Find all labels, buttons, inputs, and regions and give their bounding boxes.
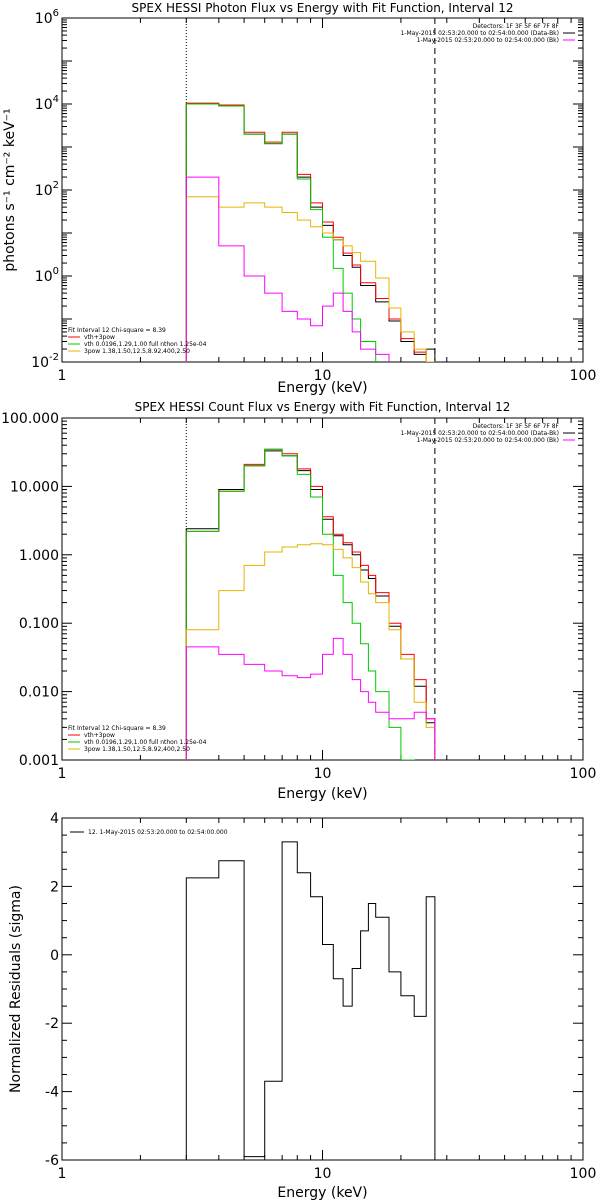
legend-bottom-text: vth+3pow: [84, 334, 115, 341]
y-tick-label: 100: [35, 266, 59, 285]
y-tick-label: 10-2: [31, 352, 59, 371]
y-tick-exponent: 4: [53, 94, 59, 105]
x-axis-label: Energy (keV): [277, 1185, 367, 1200]
plot-frame: [61, 817, 584, 1161]
y-tick-exponent: 6: [53, 8, 59, 19]
x-tick-label: 1: [58, 1166, 67, 1182]
y-tick-label: 0.010: [19, 685, 59, 701]
x-tick-label: 1: [58, 766, 67, 782]
y-tick-exponent: 2: [53, 180, 59, 191]
x-tick-label: 100: [570, 1166, 597, 1182]
series-line-5: [185, 176, 390, 362]
legend-bottom-text: vth 0.0196,1.29,1.00 full nthon 1.25e-04: [84, 739, 207, 746]
legend-top-text: Detectors: 1F 3F 5F 6F 7F 8F: [473, 423, 560, 430]
legend-bottom-text: vth 0.0196,1.29,1.00 full nthon 1.25e-04: [84, 341, 207, 348]
legend-top-text: 1-May-2015 02:53:20.000 to 02:54:00.000 …: [417, 37, 559, 44]
chart-title: SPEX HESSI Photon Flux vs Energy with Fi…: [132, 1, 514, 15]
legend-bottom-text: Fit Interval 12 Chi-square = 8.39: [68, 327, 166, 334]
y-tick-label: 106: [35, 8, 59, 27]
series-group: [185, 102, 436, 362]
y-tick-exponent: 0: [53, 266, 59, 277]
legend-top-text: 1-May-2015 02:53:20.000 to 02:54:00.000 …: [417, 437, 559, 444]
y-tick-label: 102: [35, 180, 59, 199]
series-line-3: [185, 448, 415, 760]
x-tick-label: 1: [58, 368, 67, 384]
series-line-4: [185, 543, 436, 760]
y-tick-label: 104: [35, 94, 59, 113]
chart-title: SPEX HESSI Count Flux vs Energy with Fit…: [135, 400, 511, 414]
y-tick-label: 0.100: [19, 616, 59, 632]
x-tick-label: 10: [314, 766, 332, 782]
x-tick-label: 100: [570, 766, 597, 782]
y-tick-base: 10: [35, 183, 53, 199]
y-tick-exponent: -2: [49, 352, 59, 363]
y-tick-base: 10: [31, 355, 49, 371]
y-axis-label: photons s⁻¹ cm⁻² keV⁻¹: [2, 108, 18, 271]
y-tick-label: 10.000: [10, 479, 59, 495]
y-tick-label: 1.000: [19, 548, 59, 564]
legend-top-text: Detectors: 1F 3F 5F 6F 7F 8F: [473, 23, 560, 30]
y-tick-label: 0.001: [19, 753, 59, 769]
y-tick-label: -2: [45, 1016, 59, 1032]
y-tick-label: 4: [50, 811, 59, 827]
legend-bottom-text: Fit Interval 12 Chi-square = 8.39: [68, 725, 166, 732]
series-line-4: [185, 196, 436, 362]
legend-bottom-text: vth+3pow: [84, 732, 115, 739]
series-line-2: [185, 102, 427, 362]
y-tick-label: -6: [45, 1153, 59, 1169]
y-tick-base: 10: [35, 269, 53, 285]
x-tick-label: 10: [314, 1166, 332, 1182]
legend-bottom-text: 3pow 1.38,1.50,12.5,8.92,400,2.50: [84, 348, 190, 355]
y-tick-label: 0: [50, 948, 59, 964]
x-axis-label: Energy (keV): [277, 786, 367, 802]
x-axis-label: Energy (keV): [277, 380, 367, 396]
chart-panel-3: 1 10 100 -6 -4 -2 0 2 4 Energy (keV) Normalized Re…: [8, 811, 596, 1200]
legend-top-text: 1-May-2015 02:53:20.000 to 02:54:00.000 …: [400, 430, 559, 437]
y-tick-label: -4: [45, 1085, 59, 1101]
series-line-5: [185, 637, 436, 760]
chart-panel-1: SPEX HESSI Photon Flux vs Energy with Fi…: [2, 1, 597, 396]
x-tick-label: 100: [570, 368, 597, 384]
series-line-2: [185, 448, 436, 760]
series-group: [185, 448, 436, 760]
y-axis-label: Normalized Residuals (sigma): [8, 885, 24, 1093]
y-tick-label: 2: [50, 879, 59, 895]
y-tick-base: 10: [35, 97, 53, 113]
series-group: [185, 841, 436, 1160]
y-tick-label: 100.000: [1, 411, 59, 427]
chart-panel-2: SPEX HESSI Count Flux vs Energy with Fit…: [1, 400, 596, 802]
legend-top-text: 1-May-2015 02:53:20.000 to 02:54:00.000 …: [400, 30, 559, 37]
series-line-1: [185, 841, 436, 1160]
plot-frame: [61, 417, 584, 761]
legend-bottom-text: 3pow 1.38,1.50,12.5,8.92,400,2.50: [84, 746, 190, 753]
y-tick-base: 10: [35, 11, 53, 27]
legend-text: 12. 1-May-2015 02:53:20.000 to 02:54:00.…: [88, 829, 228, 836]
series-line-1: [185, 450, 436, 760]
x-tick-label: 10: [314, 368, 332, 384]
